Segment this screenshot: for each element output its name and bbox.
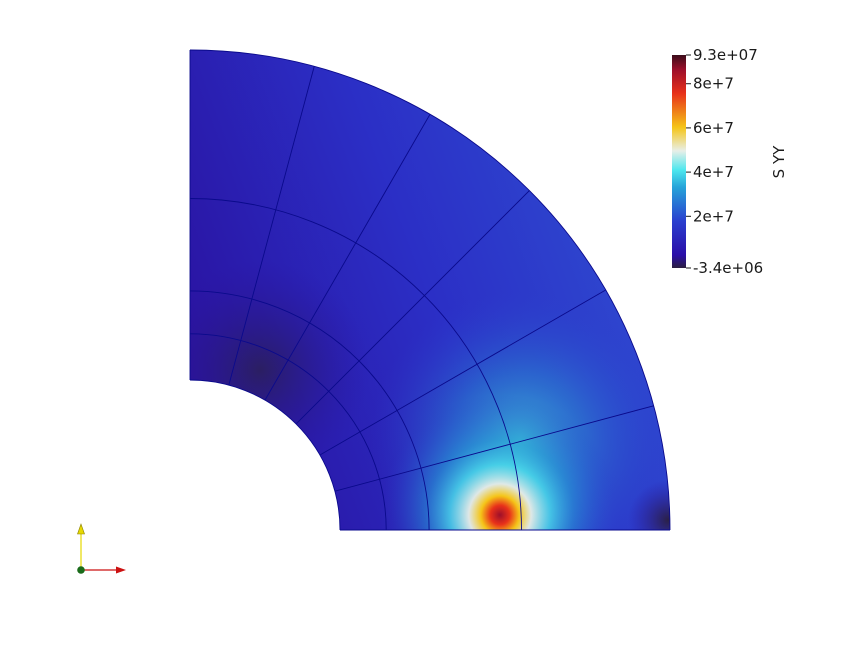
colorbar-tick-label: 8e+7	[693, 75, 734, 93]
colorbar-tick-label: 2e+7	[693, 207, 734, 225]
colorbar-legend[interactable]: 9.3e+07 8e+7 6e+7 4e+7 2e+7 -3.4e+06 S YY	[672, 46, 788, 277]
colorbar-tick-label: 6e+7	[693, 119, 734, 137]
mesh-element-edges	[189, 49, 671, 531]
y-axis-arrow-icon	[77, 523, 85, 535]
mesh-radial-line	[334, 405, 654, 492]
colorbar-tick-label: -3.4e+06	[693, 259, 763, 277]
x-axis-arrow-icon	[116, 566, 126, 574]
colorbar-scale	[672, 55, 686, 268]
z-axis-dot-icon	[77, 566, 85, 574]
mesh-radial-line	[228, 66, 315, 386]
colorbar-tick-label: 9.3e+07	[693, 46, 758, 64]
colorbar-title: S YY	[770, 145, 788, 178]
colorbar-tick-label: 4e+7	[693, 163, 734, 181]
mesh-radial-line	[319, 289, 606, 456]
colorbar-ticks: 9.3e+07 8e+7 6e+7 4e+7 2e+7 -3.4e+06	[686, 46, 763, 277]
orientation-axes	[77, 523, 126, 574]
mesh-radial-line	[295, 190, 530, 425]
mesh-radial-line	[264, 114, 431, 401]
